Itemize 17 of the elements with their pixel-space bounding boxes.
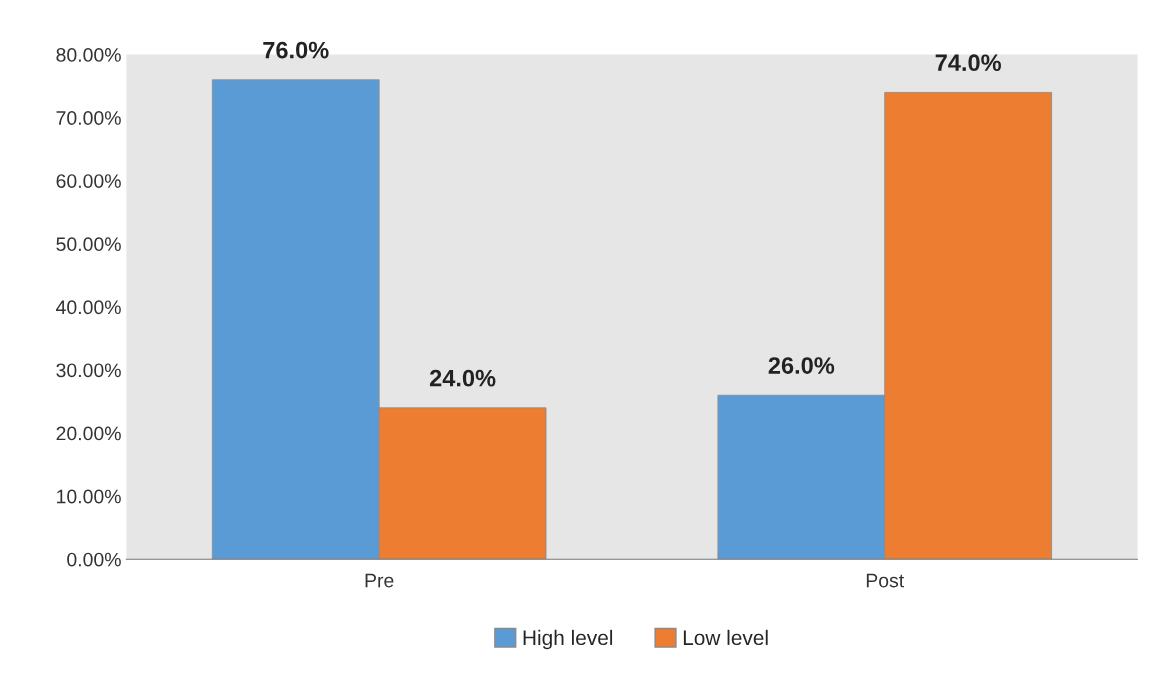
y-tick-label: 70.00% <box>56 111 121 125</box>
legend-label: Low level <box>683 629 768 646</box>
y-tick-label: 80.00% <box>56 48 121 62</box>
x-tick-label: Post <box>866 573 905 588</box>
y-tick-label: 20.00% <box>56 426 121 441</box>
y-tick-label: 10.00% <box>57 489 121 504</box>
data-label: 26.0% <box>768 357 835 374</box>
data-label: 76.0% <box>263 41 329 59</box>
legend-label: High level <box>523 629 613 650</box>
y-tick-label: 60.00% <box>56 174 121 188</box>
y-tick-label: 0.00% <box>67 552 121 567</box>
data-label: 74.0% <box>935 54 1001 72</box>
x-tick-label: Pre <box>365 573 394 588</box>
y-tick-label: 40.00% <box>56 300 121 315</box>
data-label: 24.0% <box>429 369 496 387</box>
y-tick-label: 30.00% <box>56 363 121 378</box>
y-tick-label: 50.00% <box>56 237 121 252</box>
